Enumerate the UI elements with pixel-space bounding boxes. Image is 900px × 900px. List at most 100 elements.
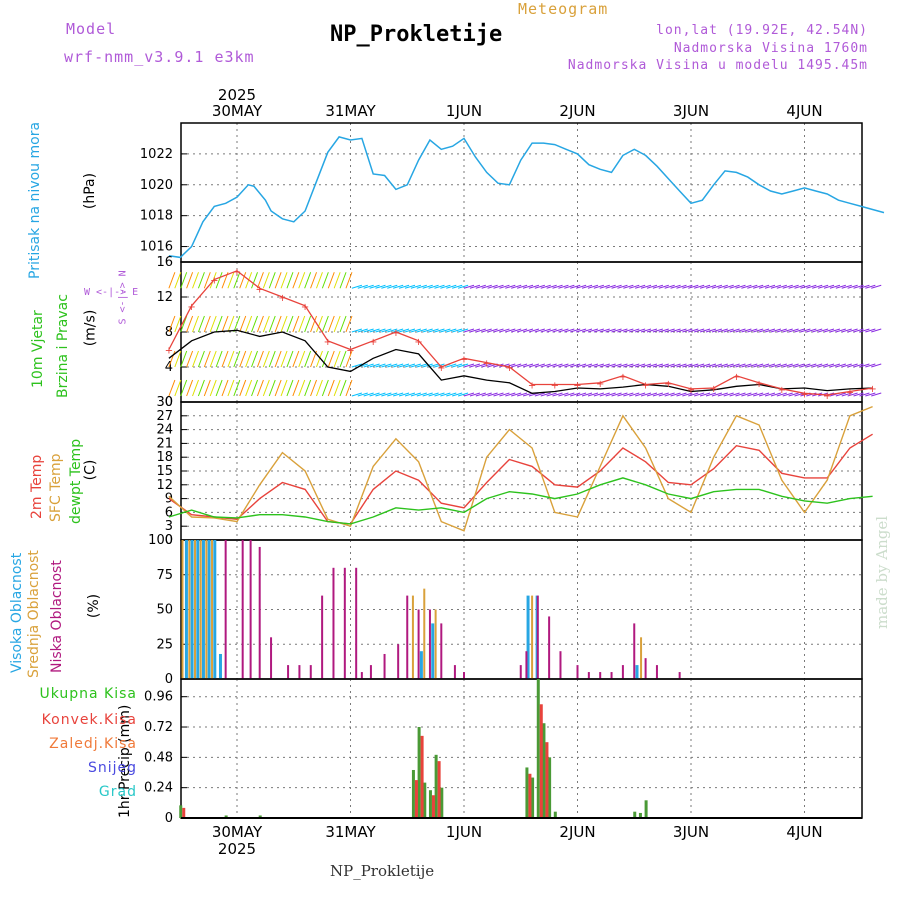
cloud-low-bar [321, 595, 324, 679]
cloud-low-bar [519, 665, 522, 679]
wind-barb [534, 284, 545, 289]
wind-barb [310, 272, 318, 289]
y-tick-label: 21 [156, 436, 173, 451]
cloud-low-bar [655, 665, 658, 679]
wind-barb [788, 284, 799, 289]
wind-barb [280, 379, 288, 397]
wind-barb [558, 392, 569, 397]
wind-barb [788, 392, 799, 397]
wind-barb [452, 328, 463, 333]
wind-barb [581, 392, 593, 397]
wind-barb [859, 363, 870, 368]
wind-barb [800, 363, 811, 368]
wind-barb [823, 328, 835, 333]
wind-barb [463, 284, 475, 289]
wind-barb [782, 328, 793, 333]
cloud-high-bar [526, 595, 530, 679]
wind-barb [452, 284, 463, 289]
wind-barb [770, 363, 782, 368]
wind-barb [758, 363, 770, 368]
wind-barb [581, 284, 593, 289]
y-tick-label: 100 [148, 533, 173, 548]
wind-barb [469, 363, 481, 368]
wind-barb [617, 284, 628, 289]
precip-conv-bar [420, 735, 424, 818]
cloud-low-bar [610, 672, 613, 679]
wind-barb [658, 392, 669, 397]
cloud-high-bar [213, 540, 217, 679]
wind-barb [717, 363, 728, 368]
gust-marker: + [483, 359, 491, 370]
wind-barb [587, 328, 599, 333]
wind-barb [387, 363, 398, 368]
wind-barb [493, 392, 504, 397]
wind-barb [859, 284, 870, 289]
wind-barb [776, 284, 787, 289]
wind-barb [363, 392, 374, 397]
wind-barb [711, 328, 723, 333]
wind-barb [511, 392, 522, 397]
wind-barb [835, 328, 846, 333]
gust-marker: + [868, 384, 876, 395]
wind-barb [747, 328, 758, 333]
footer-station: NP_Prokletije [330, 862, 435, 880]
cloud-low-bar [621, 665, 624, 679]
wind-barb [587, 284, 599, 289]
wind-barb [381, 328, 392, 333]
wind-barb [859, 392, 870, 397]
wind-barb [776, 363, 787, 368]
wind-barb [475, 392, 486, 397]
wind-barb [298, 350, 306, 368]
wind-barb [452, 363, 463, 368]
wind-barb [203, 272, 211, 289]
wind-barb [339, 315, 347, 333]
wind-barb [197, 379, 205, 397]
wind-barb [256, 379, 264, 397]
wind-barb [599, 363, 610, 368]
wind-barb [434, 284, 445, 289]
gust-marker: + [573, 381, 581, 392]
wind-barb [546, 328, 557, 333]
wind-barb [688, 328, 699, 333]
wind-barb [463, 392, 475, 397]
wind-barb [717, 284, 728, 289]
wind-barb [505, 392, 516, 397]
gust-marker: + [460, 354, 468, 365]
y-tick-label: 16 [156, 255, 173, 270]
cloud-low-bar [633, 623, 636, 679]
wind-barb [587, 363, 599, 368]
y-tick-label: 30 [156, 395, 173, 410]
wind-barb [764, 328, 776, 333]
wind-barb [393, 284, 404, 289]
wind-barb [286, 379, 294, 397]
wind-barb [753, 363, 764, 368]
precip-total-bar [434, 754, 438, 818]
wind-barb [369, 284, 380, 289]
top-day-label: 30MAY [212, 102, 263, 120]
wind-barb [593, 392, 604, 397]
wind-barb [345, 315, 353, 333]
wind-barb [640, 363, 652, 368]
model-name: wrf-nmm_v3.9.1 e3km [64, 48, 255, 66]
wind-barb [847, 392, 858, 397]
wind-barb [741, 284, 752, 289]
wind-barb [516, 328, 528, 333]
wind-barb [717, 328, 728, 333]
cloud-low-bar [332, 567, 335, 679]
wind-barb [605, 328, 616, 333]
wind-barb [327, 379, 335, 397]
cloud-low-bar [559, 651, 562, 679]
top-day-label: 4JUN [786, 102, 822, 120]
wind-barb [298, 379, 306, 397]
wind-barb [682, 392, 693, 397]
cloud-mid-bar [211, 540, 214, 679]
wind-barb [369, 363, 380, 368]
wind-barb [233, 272, 241, 289]
wind-barb [676, 363, 687, 368]
wind-barb [511, 363, 522, 368]
wind-barb [357, 284, 368, 289]
wind-barb [310, 315, 318, 333]
wind-barb [434, 392, 445, 397]
cloud-low-bar [270, 637, 273, 679]
wind-barb [664, 363, 675, 368]
